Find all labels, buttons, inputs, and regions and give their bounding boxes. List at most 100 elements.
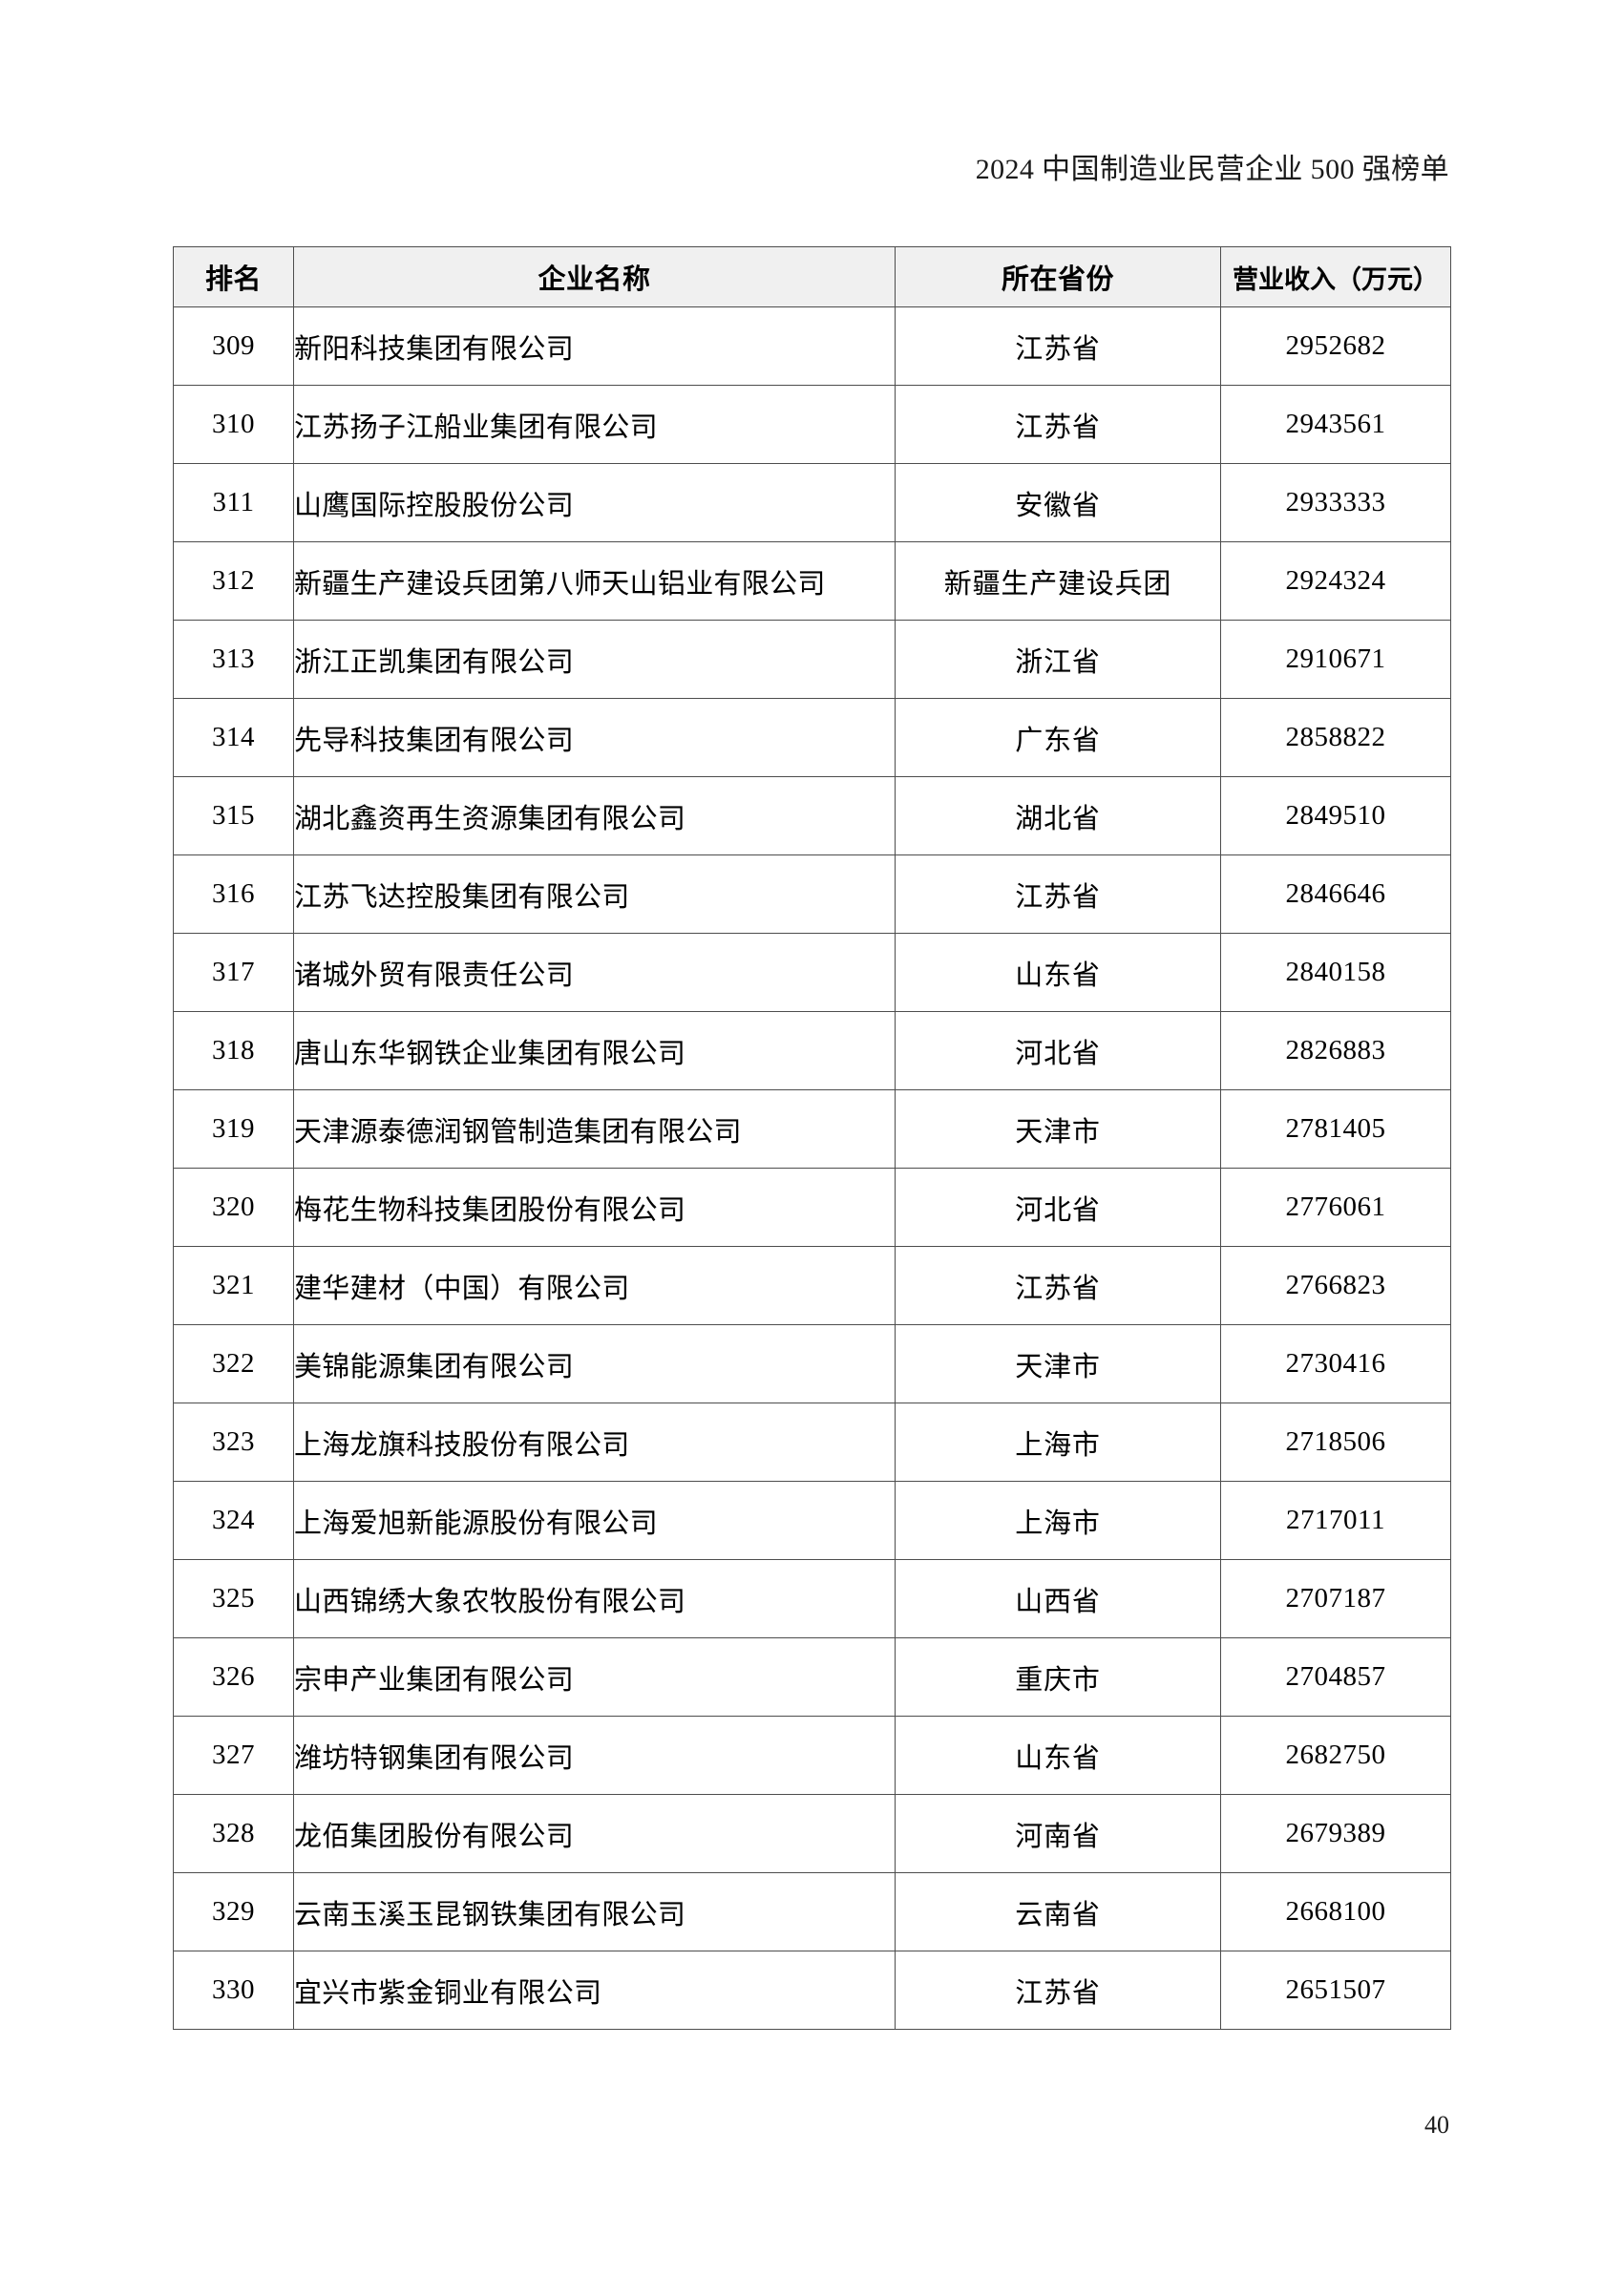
cell-revenue: 2717011 [1220,1481,1451,1560]
cell-rank: 319 [173,1089,294,1169]
cell-rank: 321 [173,1246,294,1325]
cell-province: 山西省 [895,1559,1221,1638]
cell-province: 广东省 [895,698,1221,777]
cell-revenue: 2704857 [1220,1637,1451,1717]
cell-rank: 323 [173,1403,294,1482]
cell-rank: 326 [173,1637,294,1717]
cell-company-name: 诸城外贸有限责任公司 [293,933,896,1012]
cell-province: 重庆市 [895,1637,1221,1717]
cell-company-name: 先导科技集团有限公司 [293,698,896,777]
cell-province: 江苏省 [895,385,1221,464]
cell-company-name: 上海龙旗科技股份有限公司 [293,1403,896,1482]
table-row: 321 建华建材（中国）有限公司 江苏省 2766823 [173,1246,1451,1325]
cell-rank: 309 [173,306,294,386]
table-row: 320 梅花生物科技集团股份有限公司 河北省 2776061 [173,1168,1451,1247]
cell-revenue: 2849510 [1220,776,1451,855]
cell-rank: 325 [173,1559,294,1638]
cell-province: 江苏省 [895,306,1221,386]
cell-province: 浙江省 [895,620,1221,699]
cell-revenue: 2924324 [1220,541,1451,621]
cell-revenue: 2943561 [1220,385,1451,464]
cell-company-name: 湖北鑫资再生资源集团有限公司 [293,776,896,855]
cell-company-name: 江苏飞达控股集团有限公司 [293,854,896,934]
cell-rank: 327 [173,1716,294,1795]
cell-province: 天津市 [895,1089,1221,1169]
cell-rank: 328 [173,1794,294,1873]
cell-rank: 310 [173,385,294,464]
running-header-title: 2024 中国制造业民营企业 500 强榜单 [975,154,1449,185]
cell-revenue: 2840158 [1220,933,1451,1012]
cell-rank: 315 [173,776,294,855]
cell-company-name: 山西锦绣大象农牧股份有限公司 [293,1559,896,1638]
table-row: 311 山鹰国际控股股份公司 安徽省 2933333 [173,463,1451,542]
cell-revenue: 2952682 [1220,306,1451,386]
cell-rank: 314 [173,698,294,777]
cell-company-name: 宗申产业集团有限公司 [293,1637,896,1717]
cell-rank: 317 [173,933,294,1012]
table-row: 318 唐山东华钢铁企业集团有限公司 河北省 2826883 [173,1011,1451,1090]
table-row: 314 先导科技集团有限公司 广东省 2858822 [173,698,1451,777]
table-header-row: 排名 企业名称 所在省份 营业收入（万元） [173,246,1451,307]
cell-province: 河北省 [895,1011,1221,1090]
cell-rank: 330 [173,1951,294,2030]
cell-rank: 318 [173,1011,294,1090]
page-number: 40 [1424,2111,1449,2139]
cell-revenue: 2730416 [1220,1324,1451,1403]
cell-province: 江苏省 [895,854,1221,934]
cell-rank: 320 [173,1168,294,1247]
cell-company-name: 天津源泰德润钢管制造集团有限公司 [293,1089,896,1169]
table-row: 309 新阳科技集团有限公司 江苏省 2952682 [173,306,1451,386]
cell-province: 安徽省 [895,463,1221,542]
cell-company-name: 唐山东华钢铁企业集团有限公司 [293,1011,896,1090]
cell-province: 湖北省 [895,776,1221,855]
cell-company-name: 龙佰集团股份有限公司 [293,1794,896,1873]
table-row: 315 湖北鑫资再生资源集团有限公司 湖北省 2849510 [173,776,1451,855]
cell-province: 江苏省 [895,1246,1221,1325]
cell-province: 江苏省 [895,1951,1221,2030]
cell-province: 上海市 [895,1481,1221,1560]
cell-company-name: 浙江正凯集团有限公司 [293,620,896,699]
cell-revenue: 2933333 [1220,463,1451,542]
column-header-rank: 排名 [173,246,294,307]
cell-rank: 329 [173,1872,294,1951]
cell-province: 河南省 [895,1794,1221,1873]
cell-province: 新疆生产建设兵团 [895,541,1221,621]
table-row: 319 天津源泰德润钢管制造集团有限公司 天津市 2781405 [173,1089,1451,1169]
cell-province: 山东省 [895,1716,1221,1795]
cell-revenue: 2707187 [1220,1559,1451,1638]
table-row: 310 江苏扬子江船业集团有限公司 江苏省 2943561 [173,385,1451,464]
cell-rank: 322 [173,1324,294,1403]
table-row: 323 上海龙旗科技股份有限公司 上海市 2718506 [173,1403,1451,1482]
column-header-province: 所在省份 [895,246,1221,307]
cell-province: 云南省 [895,1872,1221,1951]
table-row: 326 宗申产业集团有限公司 重庆市 2704857 [173,1637,1451,1717]
cell-province: 河北省 [895,1168,1221,1247]
table-row: 316 江苏飞达控股集团有限公司 江苏省 2846646 [173,854,1451,934]
cell-rank: 324 [173,1481,294,1560]
cell-rank: 313 [173,620,294,699]
cell-company-name: 江苏扬子江船业集团有限公司 [293,385,896,464]
cell-rank: 311 [173,463,294,542]
table-row: 327 潍坊特钢集团有限公司 山东省 2682750 [173,1716,1451,1795]
cell-revenue: 2718506 [1220,1403,1451,1482]
company-ranking-table: 排名 企业名称 所在省份 营业收入（万元） 309 新阳科技集团有限公司 江苏省 29… [173,246,1451,2030]
cell-rank: 316 [173,854,294,934]
cell-company-name: 梅花生物科技集团股份有限公司 [293,1168,896,1247]
cell-company-name: 潍坊特钢集团有限公司 [293,1716,896,1795]
cell-revenue: 2682750 [1220,1716,1451,1795]
cell-revenue: 2679389 [1220,1794,1451,1873]
cell-province: 上海市 [895,1403,1221,1482]
cell-company-name: 山鹰国际控股股份公司 [293,463,896,542]
table-row: 322 美锦能源集团有限公司 天津市 2730416 [173,1324,1451,1403]
table-row: 325 山西锦绣大象农牧股份有限公司 山西省 2707187 [173,1559,1451,1638]
cell-company-name: 上海爱旭新能源股份有限公司 [293,1481,896,1560]
cell-company-name: 新疆生产建设兵团第八师天山铝业有限公司 [293,541,896,621]
cell-revenue: 2826883 [1220,1011,1451,1090]
table-row: 330 宜兴市紫金铜业有限公司 江苏省 2651507 [173,1951,1451,2030]
cell-revenue: 2668100 [1220,1872,1451,1951]
cell-company-name: 云南玉溪玉昆钢铁集团有限公司 [293,1872,896,1951]
cell-revenue: 2910671 [1220,620,1451,699]
column-header-revenue: 营业收入（万元） [1220,246,1451,307]
cell-revenue: 2651507 [1220,1951,1451,2030]
